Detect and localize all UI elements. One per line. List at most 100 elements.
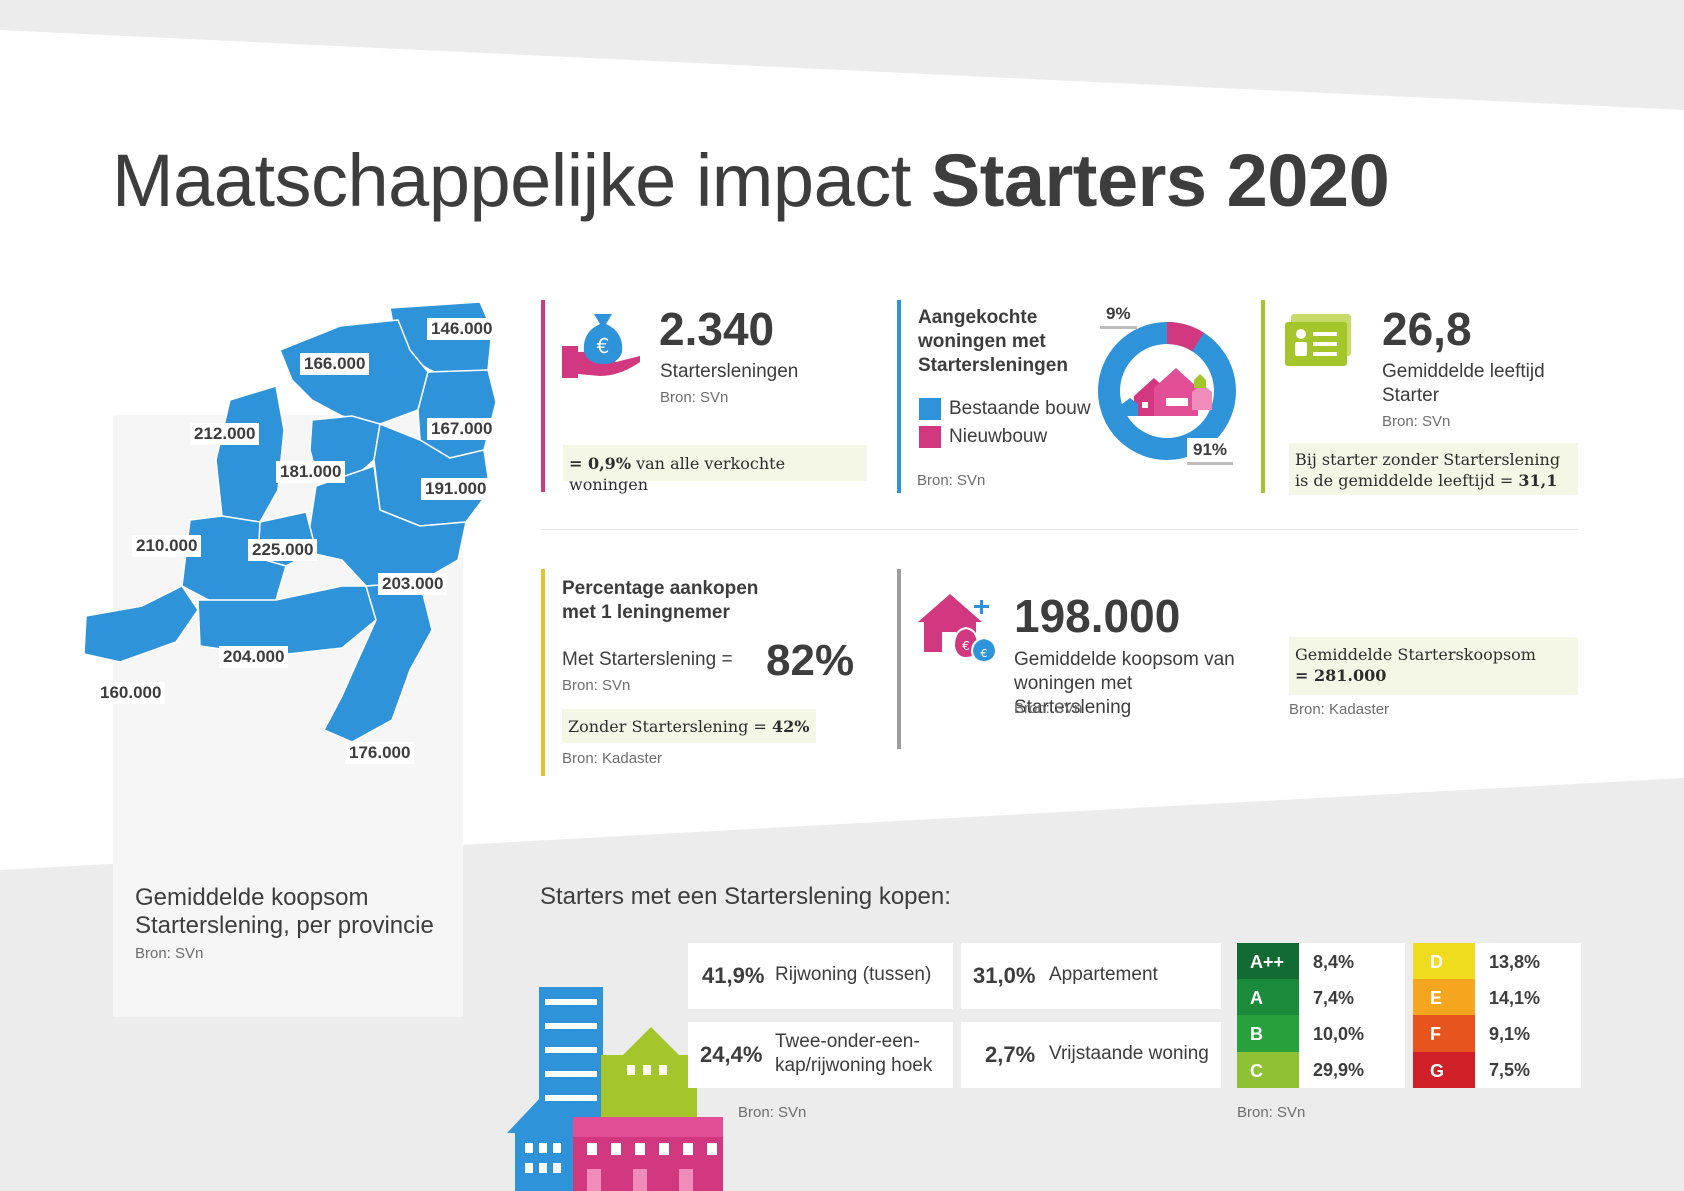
section-divider-grey bbox=[897, 569, 901, 749]
price-note-value: = 281.000 bbox=[1295, 666, 1387, 685]
province-drenthe bbox=[417, 369, 497, 459]
purchased-source: Bron: SVn bbox=[917, 472, 986, 489]
energy-label-column: A++ A B C bbox=[1237, 943, 1299, 1088]
energy-value-b: 10,0% bbox=[1313, 1024, 1365, 1044]
price-note-source: Bron: Kadaster bbox=[1289, 701, 1390, 718]
energy-label-g: G bbox=[1413, 1052, 1475, 1088]
type-label: Twee-onder-een-kap/rijwoning hoek bbox=[775, 1031, 933, 1076]
donut-label-new: 9% bbox=[1100, 302, 1137, 329]
energy-value-c: 29,9% bbox=[1313, 1060, 1365, 1080]
map-label-overijssel: 191.000 bbox=[421, 478, 491, 500]
map-label-zeeland: 160.000 bbox=[96, 682, 166, 704]
energy-source: Bron: SVn bbox=[1237, 1104, 1306, 1121]
type-pct: 31,0% bbox=[973, 963, 1036, 988]
houses-icon bbox=[1122, 368, 1212, 416]
energy-value-d: 13,8% bbox=[1489, 952, 1541, 972]
province-noord-holland bbox=[215, 385, 285, 523]
loans-note: = 0,9% van alle verkochte woningen bbox=[563, 445, 867, 494]
single-borrower-without-value: 42% bbox=[771, 717, 810, 736]
page-title: Maatschappelijke impact Starters 2020 bbox=[112, 138, 1390, 223]
type-pct: 41,9% bbox=[702, 963, 765, 988]
buy-heading: Starters met een Starterslening kopen: bbox=[540, 883, 951, 910]
age-note: Bij starter zonder Starterslening is de … bbox=[1289, 443, 1578, 495]
loans-note-bold: = 0,9% bbox=[569, 454, 632, 473]
type-card-rijwoning: 41,9% Rijwoning (tussen) bbox=[688, 943, 953, 1009]
legend-existing-label: Bestaande bouw bbox=[949, 398, 1091, 419]
type-pct: 2,7% bbox=[985, 1042, 1036, 1067]
map-label-limburg: 176.000 bbox=[345, 742, 415, 764]
type-label: Appartement bbox=[1049, 964, 1158, 985]
id-card-icon bbox=[1285, 314, 1351, 366]
single-borrower-source-2: Bron: Kadaster bbox=[562, 750, 663, 767]
type-pct: 24,4% bbox=[700, 1042, 763, 1067]
donut-segment-new bbox=[1098, 322, 1236, 460]
section-divider-blue bbox=[897, 300, 901, 493]
energy-value-a: 7,4% bbox=[1313, 988, 1355, 1008]
energy-value-g: 7,5% bbox=[1489, 1060, 1531, 1080]
svg-text:€: € bbox=[981, 647, 988, 660]
energy-label-a: A bbox=[1237, 979, 1299, 1015]
age-value: 26,8 bbox=[1382, 303, 1472, 355]
loans-label: Startersleningen bbox=[660, 361, 799, 382]
energy-label-e: E bbox=[1413, 979, 1475, 1015]
buildings-illustration bbox=[507, 987, 723, 1191]
purchased-donut-chart bbox=[1098, 322, 1236, 460]
energy-label-b: B bbox=[1237, 1015, 1299, 1052]
age-source: Bron: SVn bbox=[1382, 413, 1451, 430]
price-value: 198.000 bbox=[1014, 590, 1181, 642]
map-label-noord-brabant: 204.000 bbox=[219, 646, 289, 668]
age-note-value: 31,1 bbox=[1518, 471, 1558, 490]
price-label: Gemiddelde koopsom van woningen met Star… bbox=[1014, 649, 1235, 718]
province-gelderland bbox=[305, 465, 467, 587]
money-bag-hand-icon: € bbox=[562, 314, 640, 378]
section-divider-magenta bbox=[541, 300, 545, 492]
price-note-title: Gemiddelde Starterskoopsom bbox=[1295, 645, 1536, 664]
type-label: Vrijstaande woning bbox=[1049, 1043, 1209, 1064]
single-borrower-note: Zonder Starterslening = 42% bbox=[562, 709, 816, 743]
types-source: Bron: SVn bbox=[738, 1104, 807, 1121]
map-label-gelderland: 203.000 bbox=[378, 573, 448, 595]
single-borrower-heading: Percentage aankopen met 1 leningnemer bbox=[562, 578, 759, 623]
type-card-vrijstaand: 2,7% Vrijstaande woning bbox=[961, 1022, 1221, 1088]
energy-value-f: 9,1% bbox=[1489, 1024, 1531, 1044]
legend-new-label: Nieuwbouw bbox=[949, 426, 1048, 447]
map-caption: Gemiddelde koopsom Starterslening, per p… bbox=[135, 884, 434, 939]
svg-text:€: € bbox=[597, 334, 610, 358]
energy-value-app: 8,4% bbox=[1313, 952, 1355, 972]
map-label-noord-holland: 212.000 bbox=[190, 423, 260, 445]
single-borrower-with-value: 82% bbox=[766, 636, 855, 685]
price-note: Gemiddelde Starterskoopsom = 281.000 bbox=[1289, 637, 1578, 695]
energy-label-app: A++ bbox=[1237, 943, 1299, 979]
energy-table-right: D E F G 13,8% 14,1% 9,1% 7,5% bbox=[1413, 943, 1581, 1088]
single-borrower-without-label: Zonder Starterslening = bbox=[568, 717, 767, 736]
title-regular: Maatschappelijke impact bbox=[112, 139, 931, 222]
map-source: Bron: SVn bbox=[135, 945, 204, 962]
energy-label-f: F bbox=[1413, 1015, 1475, 1052]
map-label-groningen: 146.000 bbox=[427, 318, 497, 340]
age-label: Gemiddelde leeftijd Starter bbox=[1382, 361, 1545, 406]
legend-swatch-new bbox=[919, 426, 941, 448]
age-note-text: Bij starter zonder Starterslening is de … bbox=[1295, 450, 1561, 490]
energy-label-c: C bbox=[1237, 1052, 1299, 1088]
loans-source: Bron: SVn bbox=[660, 389, 729, 406]
energy-table-left: A++ A B C 8,4% 7,4% 10,0% 29,9% bbox=[1237, 943, 1405, 1088]
type-card-twee-onder-een-kap: 24,4% Twee-onder-een-kap/rijwoning hoek bbox=[688, 1022, 953, 1088]
title-bold: Starters 2020 bbox=[930, 139, 1390, 222]
house-plus-money-icon: € € bbox=[918, 594, 998, 662]
legend-swatch-existing bbox=[919, 398, 941, 420]
map-label-drenthe: 167.000 bbox=[427, 418, 497, 440]
map-label-zuid-holland: 210.000 bbox=[132, 535, 202, 557]
map-label-flevoland: 181.000 bbox=[276, 461, 346, 483]
type-card-appartement: 31,0% Appartement bbox=[961, 943, 1221, 1009]
donut-label-existing: 91% bbox=[1187, 438, 1234, 465]
map-label-utrecht: 225.000 bbox=[248, 539, 318, 561]
province-zeeland bbox=[83, 585, 199, 663]
map-label-friesland: 166.000 bbox=[300, 353, 370, 375]
single-borrower-with-label: Met Starterslening = bbox=[562, 649, 733, 670]
type-label: Rijwoning (tussen) bbox=[775, 964, 932, 985]
energy-value-e: 14,1% bbox=[1489, 988, 1541, 1008]
single-borrower-source-1: Bron: SVn bbox=[562, 677, 631, 694]
energy-label-d: D bbox=[1413, 943, 1475, 979]
loans-note-rest: van alle verkochte woningen bbox=[569, 454, 786, 494]
loans-value: 2.340 bbox=[659, 303, 775, 355]
